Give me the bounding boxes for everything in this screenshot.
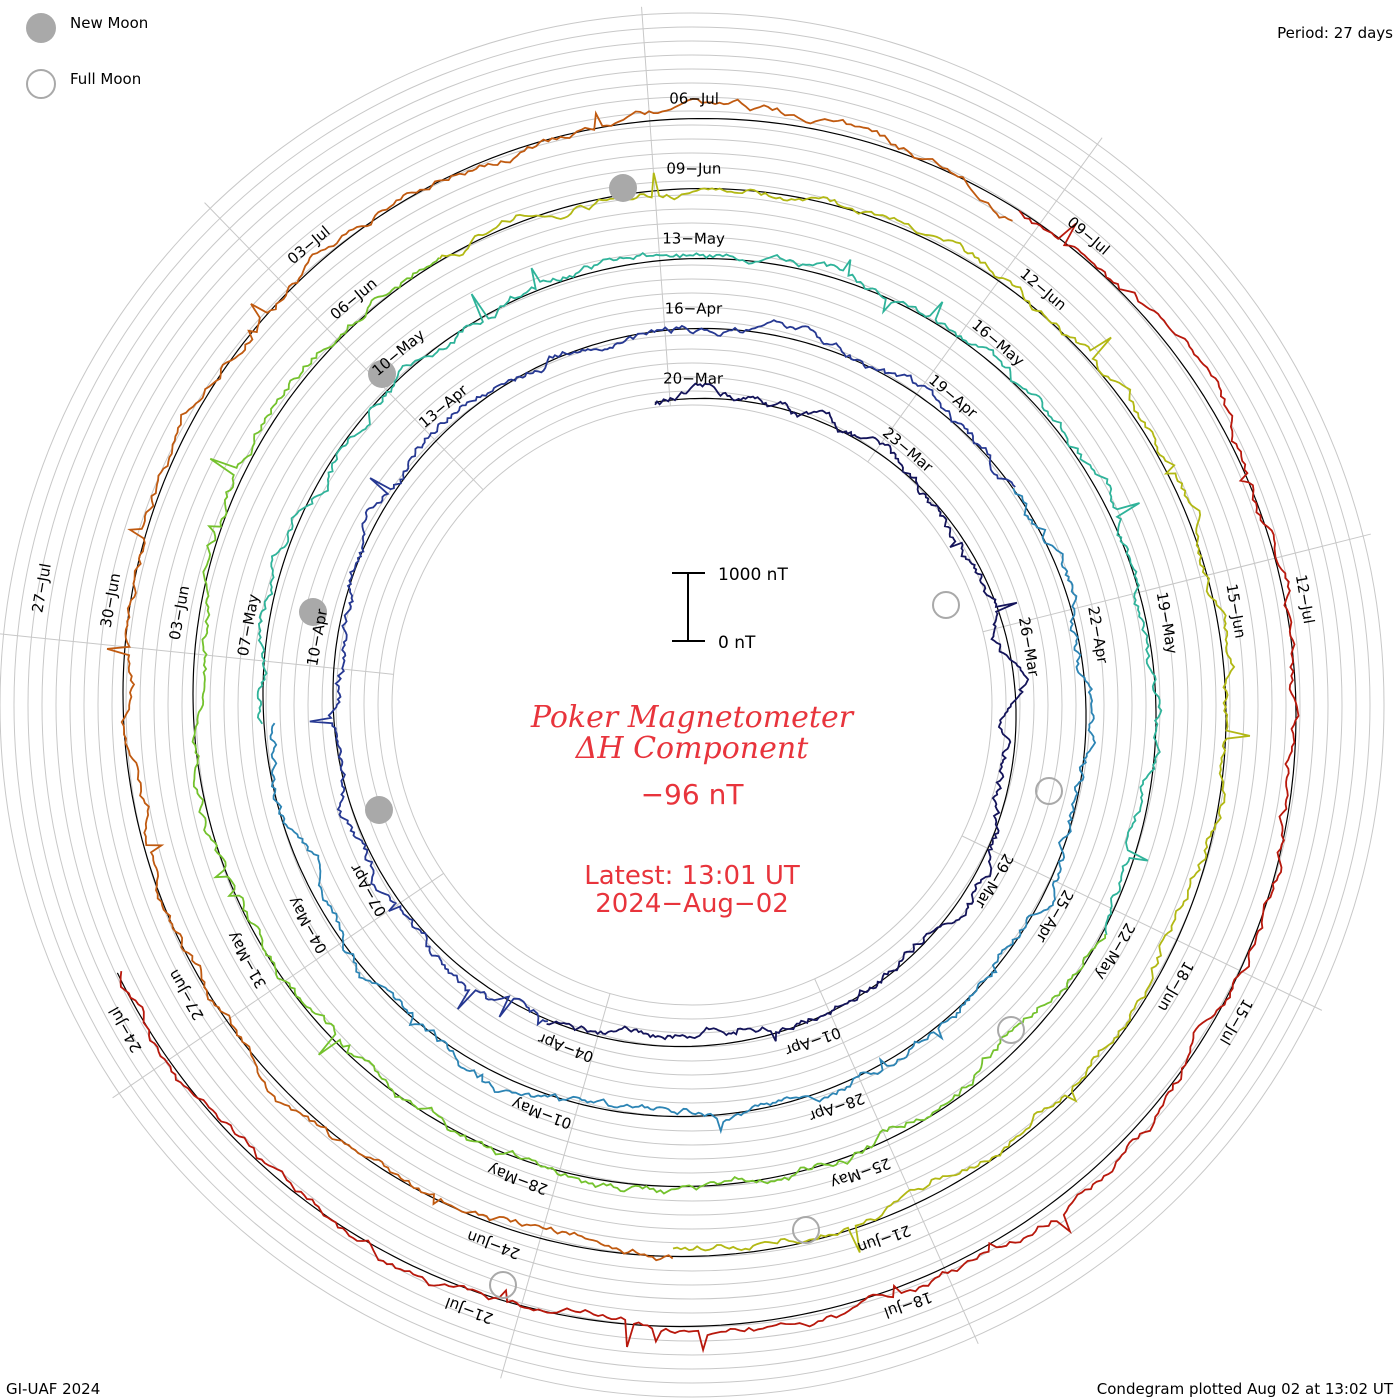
trace-segment-4 [256, 251, 1163, 936]
baseline-spiral [116, 118, 1297, 1328]
full-moon-marker [489, 1271, 517, 1299]
full-moon-marker [997, 1016, 1025, 1044]
date-label: 13−May [662, 229, 725, 247]
scale-bottom-label: 0 nT [718, 633, 756, 653]
period-label: Period: 27 days [1277, 24, 1393, 42]
new-moon-marker [365, 796, 393, 824]
trace-segment-5 [191, 257, 1107, 1195]
full-moon-legend-label: Full Moon [70, 70, 141, 88]
legend: New Moon Full Moon [26, 13, 148, 99]
moon-markers [299, 174, 1063, 1299]
new-moon-marker [368, 360, 396, 388]
grid [0, 6, 1385, 1398]
footer-credit: GI-UAF 2024 [6, 1380, 100, 1398]
full-moon-marker [792, 1216, 820, 1244]
chart-title-line1: Poker Magnetometer [530, 700, 855, 735]
data-traces [106, 97, 1300, 1354]
new-moon-legend-icon [26, 13, 56, 43]
full-moon-marker [1035, 777, 1063, 805]
footer-plotted: Condegram plotted Aug 02 at 13:02 UT [1097, 1380, 1394, 1398]
trace-segment-6 [438, 172, 1251, 1253]
date-label: 16−Apr [665, 299, 724, 317]
latest-date: 2024−Aug−02 [595, 889, 789, 919]
scale-bar: 1000 nT 0 nT [672, 565, 788, 653]
full-moon-legend-icon [26, 69, 56, 99]
trace-segment-2 [309, 319, 1016, 1027]
full-moon-marker [932, 591, 960, 619]
scale-top-label: 1000 nT [718, 565, 788, 585]
date-label: 09−Jun [666, 160, 721, 178]
new-moon-marker [609, 174, 637, 202]
new-moon-marker [299, 598, 327, 626]
latest-time: Latest: 13:01 UT [584, 861, 800, 891]
date-label: 20−Mar [663, 369, 724, 387]
current-value: −96 nT [641, 778, 745, 811]
trace-segment-8 [119, 210, 1300, 1354]
date-label: 06−Jul [669, 90, 719, 108]
trace-segment-1 [546, 382, 1030, 1042]
new-moon-legend-label: New Moon [70, 14, 148, 32]
trace-segment-7 [106, 97, 1013, 1262]
chart-title-line2: ΔH Component [575, 731, 809, 766]
trace-segment-3 [269, 487, 1097, 1135]
